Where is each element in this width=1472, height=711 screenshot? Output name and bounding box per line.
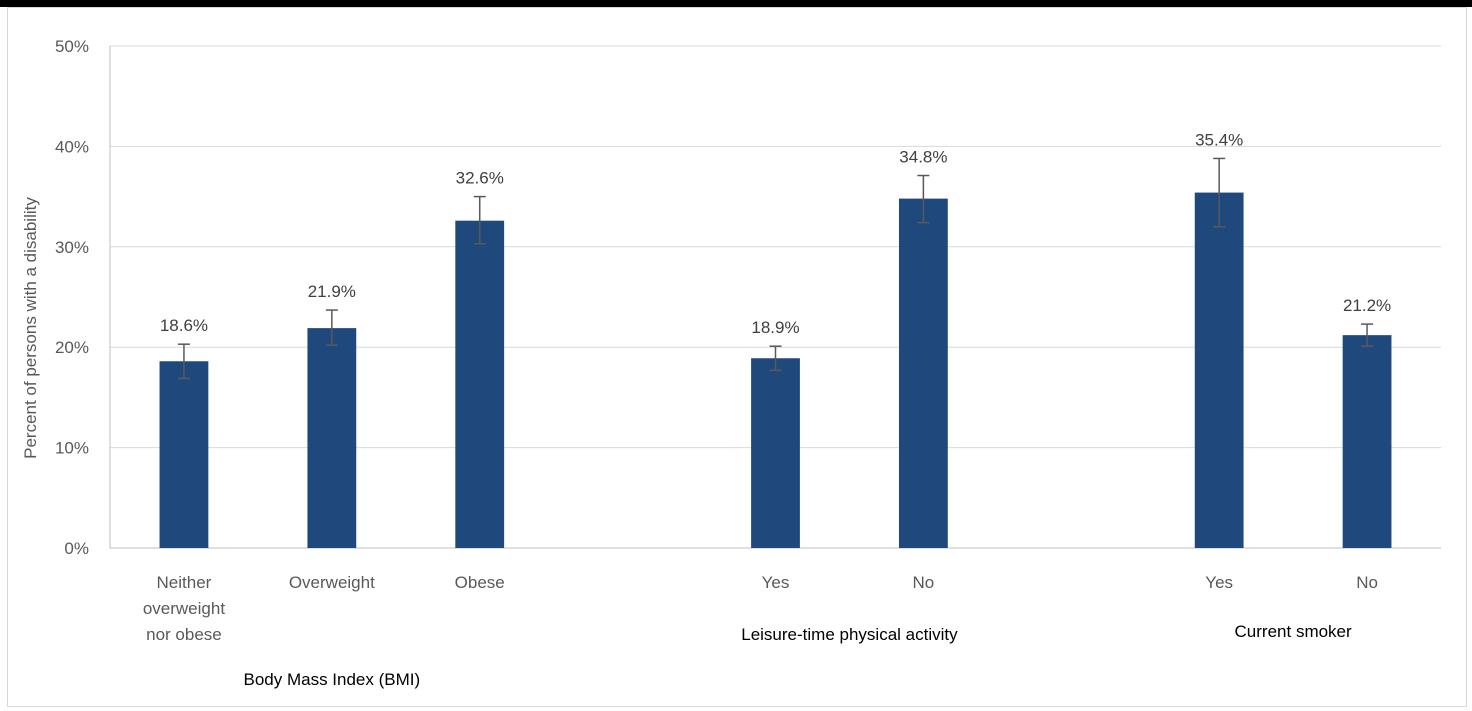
category-label: Yes	[1205, 573, 1233, 592]
bar	[1194, 192, 1244, 549]
group-label: Current smoker	[1235, 622, 1352, 641]
chart-frame	[7, 7, 1467, 707]
bar	[1342, 335, 1392, 548]
category-labels: Neither overweight nor obese Overweight Obes…	[143, 573, 1378, 644]
category-label: Obese	[455, 573, 505, 592]
bar	[307, 328, 357, 548]
data-label: 34.8%	[899, 148, 947, 167]
category-label: Overweight	[289, 573, 375, 592]
bar	[159, 361, 209, 548]
data-label: 35.4%	[1195, 130, 1243, 149]
bar	[751, 358, 800, 548]
group-labels: Body Mass Index (BMI) Leisure-time physic…	[243, 622, 1352, 689]
category-label: No	[1356, 573, 1378, 592]
error-bar	[769, 345, 782, 372]
data-label: 32.6%	[456, 169, 504, 188]
data-label: 21.2%	[1343, 296, 1391, 315]
data-label: 21.9%	[308, 282, 356, 301]
data-labels: 18.6% 21.9% 32.6% 18.9% 34.8% 35.4% 21.2%	[160, 130, 1391, 337]
top-border-band	[0, 0, 1472, 7]
error-bar	[917, 174, 930, 224]
y-tick-label: 30%	[55, 238, 89, 257]
error-bars	[177, 157, 1374, 380]
group-label: Body Mass Index (BMI)	[243, 670, 420, 689]
bars	[159, 192, 1392, 549]
category-label: Yes	[762, 573, 790, 592]
bar	[898, 198, 948, 548]
data-label: 18.6%	[160, 316, 208, 335]
error-bar	[1361, 323, 1374, 347]
y-axis: 0% 10% 20% 30% 40% 50%	[55, 37, 111, 558]
error-bar	[177, 343, 190, 380]
category-label: Neither overweight nor obese	[143, 573, 225, 644]
y-tick-label: 50%	[55, 37, 89, 56]
y-tick-label: 20%	[55, 338, 89, 357]
y-axis-title: Percent of persons with a disability	[21, 197, 40, 459]
group-label: Leisure-time physical activity	[741, 625, 958, 644]
error-bar	[1213, 157, 1226, 228]
y-tick-label: 0%	[64, 539, 89, 558]
error-bar	[325, 309, 338, 346]
bar	[455, 220, 505, 549]
category-label: No	[913, 573, 935, 592]
y-tick-label: 10%	[55, 439, 89, 458]
error-bar	[473, 195, 486, 245]
y-tick-label: 40%	[55, 137, 89, 156]
data-label: 18.9%	[751, 318, 799, 337]
